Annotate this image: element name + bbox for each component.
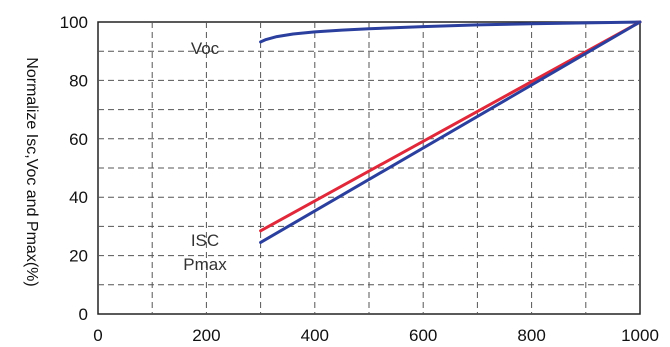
y-tick-label: 20 [69,247,88,266]
x-tick-labels: 0 200 400 600 800 1000 [93,326,659,345]
annotation-voc: Voc [191,39,220,58]
y-tick-label: 60 [69,130,88,149]
x-tick-label: 400 [301,326,329,345]
series-line-voc [259,20,642,44]
y-tick-label: 80 [69,71,88,90]
x-tick-label: 200 [192,326,220,345]
x-tick-label: 1000 [621,326,659,345]
series-line-pmax [259,20,642,244]
y-axis-title: Normalize Isc,Voc and Pmax(%) [23,57,40,286]
annotation-pmax: Pmax [183,255,227,274]
x-tick-label: 800 [517,326,545,345]
series-line-isc [259,20,642,233]
grid [98,22,640,314]
y-tick-label: 40 [69,188,88,207]
x-tick-label: 600 [409,326,437,345]
y-tick-label: 100 [60,13,88,32]
y-tick-labels: 0 20 40 60 80 100 [60,13,88,324]
x-tick-label: 0 [93,326,102,345]
annotation-isc: ISC [191,231,219,250]
series-group [259,20,642,244]
y-tick-label: 0 [79,305,88,324]
